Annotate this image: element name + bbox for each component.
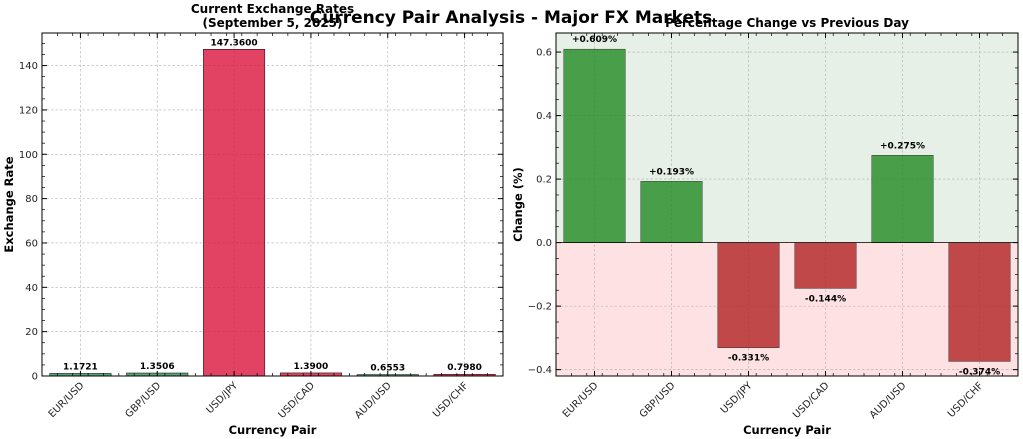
left-x-tick-label: AUD/USD [353, 380, 394, 421]
left-y-tick-label: 100 [19, 150, 38, 161]
left-x-tick-label: EUR/USD [47, 380, 87, 420]
left-y-axis-label: Exchange Rate [2, 156, 16, 252]
left-value-label: 0.6553 [370, 364, 405, 374]
right-chart-title: Percentage Change vs Previous Day [665, 16, 909, 30]
left-value-label: 147.3600 [210, 38, 257, 48]
right-y-tick-label: 0.0 [536, 238, 552, 249]
right-y-tick-label: −0.2 [528, 302, 552, 313]
right-value-label: +0.275% [880, 141, 925, 151]
figure-title: Currency Pair Analysis - Major FX Market… [310, 8, 713, 28]
left-x-axis-label: Currency Pair [229, 423, 317, 437]
right-y-axis-label: Change (%) [511, 167, 525, 242]
left-chart-title-line2: (September 5, 2025) [202, 16, 342, 30]
left-x-tick-label: USD/CHF [431, 380, 471, 420]
left-y-tick-label: 140 [19, 61, 38, 72]
left-value-label: 0.7980 [447, 363, 482, 373]
right-value-label: -0.331% [728, 354, 769, 364]
left-y-tick-label: 40 [25, 283, 38, 294]
right-value-label: +0.193% [649, 167, 694, 177]
right-bar-usd-cad [794, 242, 857, 289]
negative-region [556, 242, 1018, 376]
left-x-tick-label: USD/CAD [277, 380, 318, 421]
right-x-axis-label: Currency Pair [743, 423, 831, 437]
left-y-tick-label: 120 [19, 105, 38, 116]
right-value-label: +0.609% [572, 35, 617, 45]
left-y-tick-label: 80 [25, 194, 38, 205]
right-x-tick-label: USD/CHF [946, 380, 986, 420]
right-bar-usd-jpy [717, 242, 780, 348]
left-bar-usd-jpy [203, 49, 266, 377]
left-y-tick-label: 20 [25, 327, 38, 338]
left-value-label: 1.3900 [294, 362, 329, 372]
left-chart-title-line1: Current Exchange Rates [191, 2, 354, 16]
left-y-tick-label: 60 [25, 238, 38, 249]
right-x-tick-label: USD/CAD [791, 380, 832, 421]
right-y-tick-label: 0.6 [536, 48, 552, 59]
left-plot-background [42, 33, 503, 376]
left-value-label: 1.3506 [140, 362, 175, 372]
right-x-tick-label: USD/JPY [719, 380, 755, 416]
right-x-tick-label: AUD/USD [868, 380, 909, 421]
left-data-labels: 1.1721 1.3506 147.3600 1.3900 0.6553 0.7980 [63, 38, 482, 373]
left-y-tick-label: 0 [32, 372, 38, 383]
positive-region [556, 33, 1018, 243]
exchange-rate-chart: 0 20 40 60 80 100 120 140 EUR/USD GBP/USD USD/JPY U… [2, 2, 504, 437]
percent-change-chart: −0.4 −0.2 0.0 0.2 0.4 0.6 EUR/USD GBP/USD USD/JP… [511, 16, 1019, 437]
right-x-tick-label: EUR/USD [561, 380, 601, 420]
left-x-tick-label: GBP/USD [123, 380, 163, 420]
right-y-tick-label: 0.2 [536, 175, 552, 186]
right-bar-aud-usd [871, 155, 934, 243]
right-y-tick-label: −0.4 [528, 365, 552, 376]
right-value-label: -0.374% [959, 367, 1000, 377]
right-data-labels: +0.609% +0.193% -0.331% -0.144% +0.275% -0.37… [572, 35, 1000, 377]
right-bar-eur-usd [563, 48, 626, 243]
right-x-tick-label: GBP/USD [638, 380, 678, 420]
left-value-label: 1.1721 [63, 362, 98, 372]
right-bar-gbp-usd [640, 181, 703, 243]
right-bar-usd-chf [948, 242, 1011, 362]
right-bars [563, 48, 1011, 362]
left-x-tick-label: USD/JPY [204, 380, 240, 416]
right-y-tick-label: 0.4 [536, 111, 552, 122]
right-value-label: -0.144% [805, 294, 846, 304]
